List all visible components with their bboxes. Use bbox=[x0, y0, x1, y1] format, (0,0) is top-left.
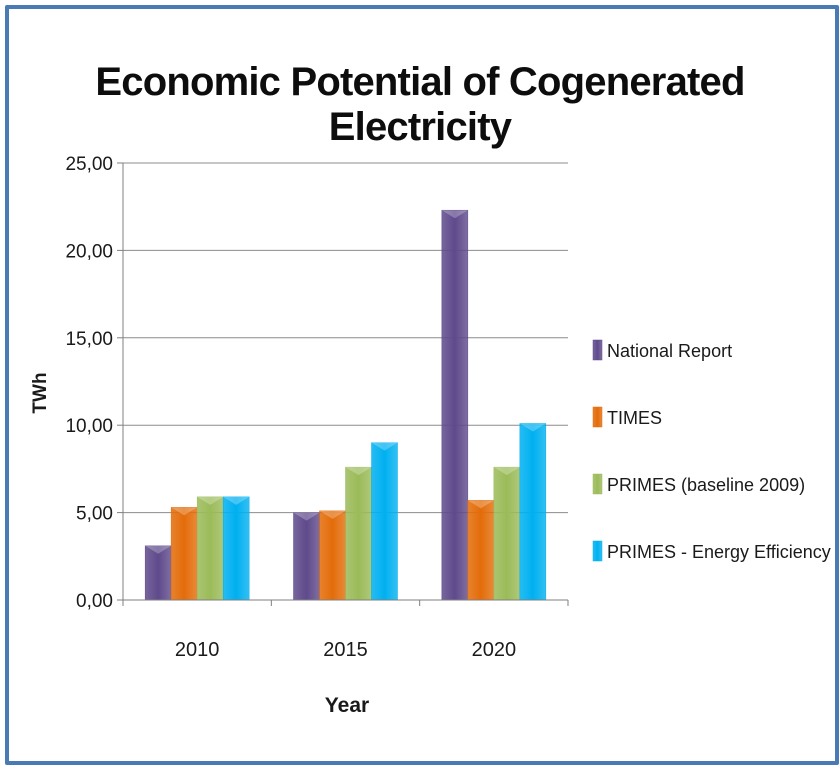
x-axis-title: Year bbox=[325, 694, 369, 717]
bar-national-report-2020 bbox=[441, 209, 469, 601]
bar-bevel bbox=[223, 496, 250, 505]
legend-label: TIMES bbox=[607, 408, 662, 428]
y-axis-title: TWh bbox=[30, 372, 51, 413]
y-tick-label: 0,00 bbox=[76, 591, 113, 612]
y-tick-label: 10,00 bbox=[65, 416, 113, 437]
legend-label: PRIMES - Energy Efficiency bbox=[607, 542, 831, 562]
bar-primes-energy-efficiency-2020 bbox=[519, 423, 547, 601]
legend-swatch bbox=[592, 406, 603, 428]
legend: National Report TIMES PRIMES (baseline 200… bbox=[592, 339, 831, 562]
x-axis: 2010 2015 2020 bbox=[122, 599, 569, 661]
bar-primes-baseline-2009--2010 bbox=[196, 496, 224, 601]
bar-bevel bbox=[171, 507, 198, 516]
chart-frame bbox=[5, 5, 839, 765]
bar-bevel bbox=[467, 500, 494, 509]
bar-bevel bbox=[371, 442, 398, 451]
x-tick-label: 2015 bbox=[323, 639, 368, 661]
bars bbox=[144, 209, 547, 601]
bar-bevel bbox=[145, 545, 172, 554]
legend-label: PRIMES (baseline 2009) bbox=[607, 475, 805, 495]
bar-bevel bbox=[319, 510, 346, 519]
bar-bevel bbox=[197, 496, 224, 505]
bar-primes-energy-efficiency-2010 bbox=[222, 496, 250, 601]
y-tick-label: 5,00 bbox=[76, 504, 113, 525]
y-tick-label: 20,00 bbox=[65, 241, 113, 262]
bar-primes-baseline-2009--2020 bbox=[493, 466, 521, 601]
y-tick-label: 15,00 bbox=[65, 329, 113, 350]
legend-swatch bbox=[592, 540, 603, 562]
bar-times-2020 bbox=[467, 500, 495, 601]
bar-bevel bbox=[293, 512, 320, 521]
bar-national-report-2015 bbox=[293, 512, 320, 601]
bar-national-report-2010 bbox=[144, 545, 172, 601]
bar-bevel bbox=[519, 423, 546, 432]
bar-times-2015 bbox=[319, 510, 346, 601]
y-tick-label: 25,00 bbox=[65, 154, 113, 175]
bar-primes-baseline-2009--2015 bbox=[345, 466, 372, 601]
bar-primes-energy-efficiency-2015 bbox=[371, 442, 398, 601]
x-tick-label: 2020 bbox=[472, 639, 517, 661]
bar-bevel bbox=[493, 467, 520, 476]
bar-bevel bbox=[441, 210, 468, 219]
x-tick-label: 2010 bbox=[175, 639, 220, 661]
legend-swatch bbox=[592, 339, 603, 361]
legend-swatch bbox=[592, 473, 603, 495]
bar-bevel bbox=[345, 467, 372, 476]
legend-label: National Report bbox=[607, 341, 732, 361]
y-axis: 0,00 5,00 10,00 15,00 20,00 25,00 bbox=[65, 154, 124, 612]
chart-title: Economic Potential of Cogenerated Electr… bbox=[95, 60, 745, 149]
bar-times-2010 bbox=[170, 507, 198, 601]
